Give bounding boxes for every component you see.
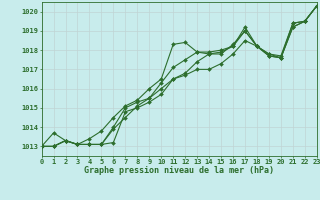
X-axis label: Graphe pression niveau de la mer (hPa): Graphe pression niveau de la mer (hPa) — [84, 166, 274, 175]
